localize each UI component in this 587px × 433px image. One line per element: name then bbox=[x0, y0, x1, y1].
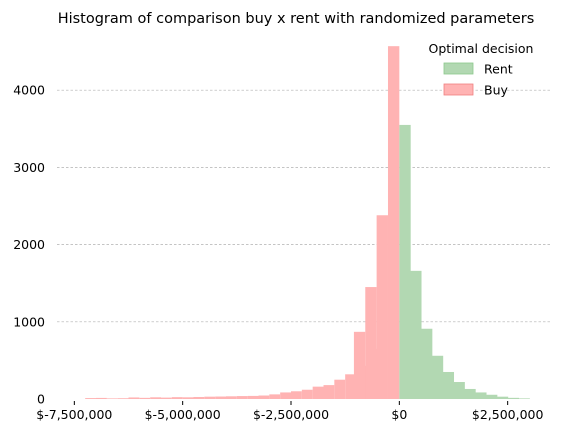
y-tick-label: 3000 bbox=[13, 160, 45, 175]
bar-buy bbox=[334, 379, 346, 399]
y-tick-label: 2000 bbox=[13, 237, 45, 252]
x-tick-label: $0 bbox=[391, 407, 407, 422]
bar-buy bbox=[215, 396, 226, 399]
bar-buy bbox=[280, 392, 291, 399]
bar-buy bbox=[106, 398, 118, 399]
bar-rent bbox=[486, 394, 498, 399]
bar-rent bbox=[507, 397, 520, 399]
bar-buy bbox=[353, 331, 366, 399]
bar-buy bbox=[312, 386, 324, 399]
bar-buy bbox=[236, 396, 248, 399]
bar-buy bbox=[376, 215, 388, 399]
x-tick-label: $2,500,000 bbox=[472, 407, 544, 422]
legend-label-buy: Buy bbox=[484, 83, 508, 98]
bars-layer bbox=[85, 46, 530, 400]
x-tick-label: $-7,500,000 bbox=[36, 407, 112, 422]
bar-buy bbox=[139, 397, 151, 399]
bar-buy bbox=[365, 287, 377, 399]
y-tick-label: 1000 bbox=[13, 314, 45, 329]
bar-buy bbox=[117, 398, 129, 399]
x-tick-label: $-5,000,000 bbox=[145, 407, 221, 422]
bar-rent bbox=[442, 371, 455, 399]
legend: Optimal decision Rent Buy bbox=[429, 41, 534, 98]
bar-buy bbox=[291, 391, 302, 399]
bar-rent bbox=[496, 396, 509, 399]
bar-buy bbox=[161, 397, 172, 399]
legend-title: Optimal decision bbox=[429, 41, 534, 56]
bar-buy bbox=[345, 374, 356, 399]
axes-layer: 0 1000 2000 3000 4000 $-7,500,000 $-5,000,000 $… bbox=[13, 83, 544, 422]
bar-rent bbox=[453, 382, 465, 399]
bar-rent bbox=[475, 392, 487, 399]
bar-rent bbox=[421, 328, 433, 399]
bar-buy bbox=[85, 398, 96, 399]
bar-buy bbox=[171, 397, 183, 399]
bar-buy bbox=[301, 389, 313, 399]
bar-buy bbox=[269, 394, 281, 399]
legend-swatch-buy bbox=[443, 83, 474, 96]
bar-buy bbox=[150, 397, 161, 399]
y-tick-label: 4000 bbox=[13, 83, 45, 98]
legend-label-rent: Rent bbox=[484, 62, 513, 77]
bar-buy bbox=[258, 395, 270, 399]
bar-buy bbox=[182, 397, 194, 399]
bar-rent bbox=[410, 270, 422, 399]
bar-rent bbox=[464, 388, 476, 399]
bar-buy bbox=[128, 397, 140, 399]
x-tick-label: $-2,500,000 bbox=[253, 407, 329, 422]
chart-title: Histogram of comparison buy x rent with … bbox=[58, 11, 535, 27]
bar-buy bbox=[323, 385, 335, 399]
bar-rent bbox=[518, 398, 530, 399]
bar-buy bbox=[96, 397, 107, 399]
bar-rent bbox=[399, 124, 411, 399]
bar-buy bbox=[247, 395, 259, 399]
grid-layer bbox=[57, 89, 551, 323]
y-tick-label: 0 bbox=[37, 392, 45, 407]
legend-swatch-rent bbox=[443, 62, 474, 75]
bar-buy bbox=[226, 396, 237, 399]
bar-rent bbox=[431, 355, 444, 399]
bar-buy bbox=[387, 46, 400, 400]
bar-buy bbox=[204, 396, 216, 399]
bar-buy bbox=[193, 396, 205, 399]
